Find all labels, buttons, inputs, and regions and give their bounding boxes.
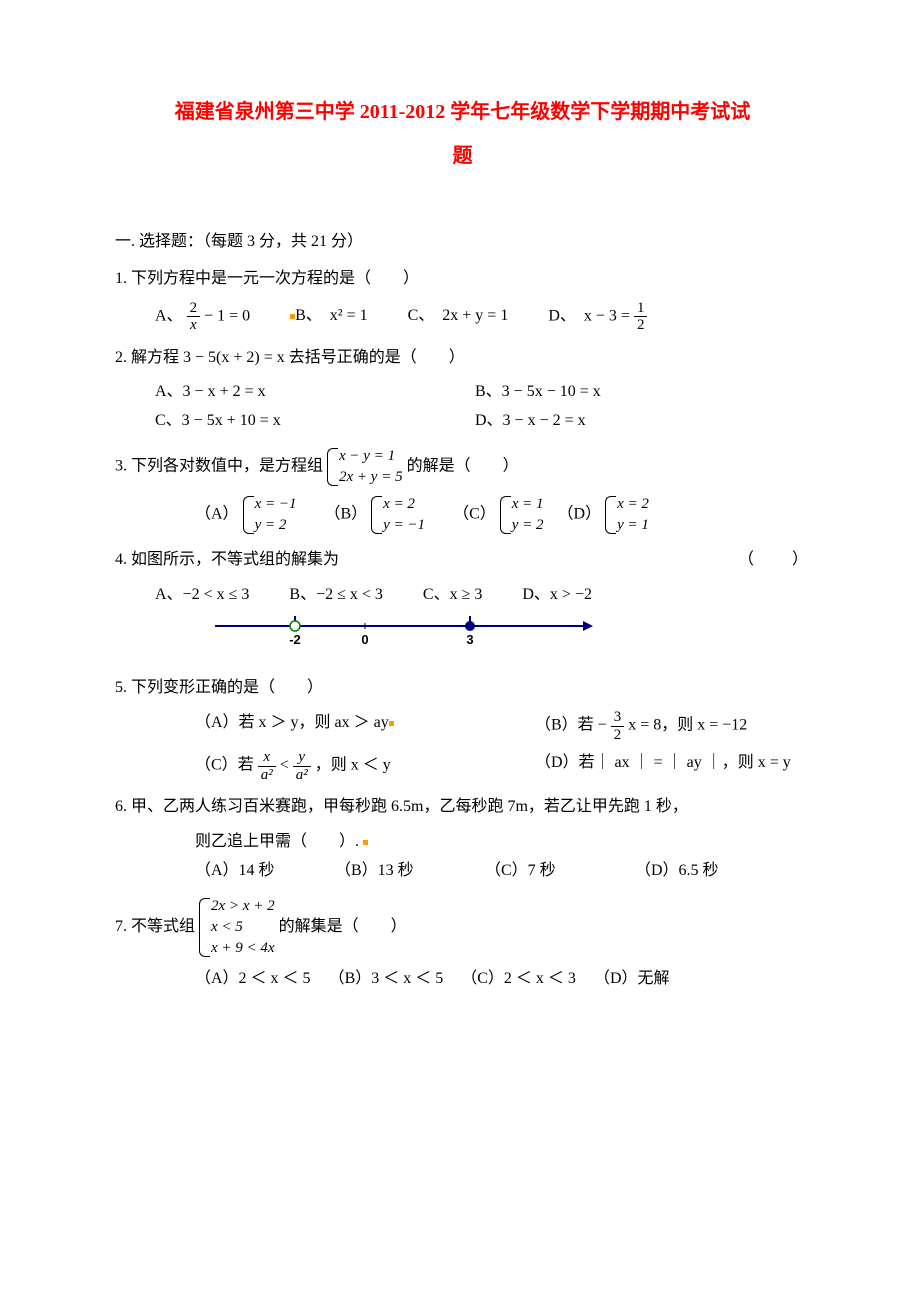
q2-options: A、3 − x + 2 = x B、3 − 5x − 10 = x C、3 − … bbox=[115, 378, 810, 436]
marker-icon bbox=[363, 840, 368, 845]
q2-opt-b: B、3 − 5x − 10 = x bbox=[475, 378, 601, 407]
q7-opt-b: （B）3 ＜ x ＜ 5 bbox=[329, 965, 444, 994]
q6-opt-c: （C）7 秒 bbox=[485, 857, 635, 886]
question-2: 2. 解方程 3 − 5(x + 2) = x 去括号正确的是（ ） A、3 −… bbox=[115, 344, 810, 436]
section-1-header: 一. 选择题：（每题 3 分，共 21 分） bbox=[115, 228, 810, 257]
title-line-2: 题 bbox=[115, 134, 810, 178]
fraction: x a² bbox=[258, 749, 276, 783]
q4-options: A、−2 < x ≤ 3 B、−2 ≤ x < 3 C、x ≥ 3 D、x > … bbox=[115, 581, 810, 610]
q1-options: A、 2 x − 1 = 0 B、 x² = 1 C、 2x + y = 1 D… bbox=[115, 300, 810, 334]
q1-text: 1. 下列方程中是一元一次方程的是（ ） bbox=[115, 265, 810, 294]
equation-system: x − y = 1 2x + y = 5 bbox=[327, 446, 403, 488]
q2-opt-c: C、3 − 5x + 10 = x bbox=[155, 407, 475, 436]
exam-title: 福建省泉州第三中学 2011-2012 学年七年级数学下学期期中考试试 题 bbox=[115, 90, 810, 178]
marker-icon bbox=[389, 721, 394, 726]
q4-opt-d: D、x > −2 bbox=[522, 581, 592, 610]
svg-text:0: 0 bbox=[361, 632, 368, 647]
q7-opt-d: （D）无解 bbox=[594, 965, 670, 994]
q1-opt-d: D、 x − 3 = 1 2 bbox=[548, 300, 647, 334]
number-line-svg: -2 0 3 bbox=[215, 614, 595, 654]
q4-text-row: 4. 如图所示，不等式组的解集为 （ ） bbox=[115, 546, 810, 575]
q5-opt-c: （C）若 x a² < y a² ，则 x ＜ y bbox=[195, 749, 535, 783]
fraction: 3 2 bbox=[611, 709, 625, 743]
q7-options: （A）2 ＜ x ＜ 5 （B）3 ＜ x ＜ 5 （C）2 ＜ x ＜ 3 （… bbox=[115, 965, 810, 994]
title-line-1: 福建省泉州第三中学 2011-2012 学年七年级数学下学期期中考试试 bbox=[115, 90, 810, 134]
q5-options: （A）若 x ＞ y，则 ax ＞ ay （B）若 − 3 2 x = 8，则 … bbox=[115, 709, 810, 783]
q3-options: （A） x = −1 y = 2 （B） x = 2 y = −1 （C） x … bbox=[115, 494, 810, 536]
q2-text: 2. 解方程 3 − 5(x + 2) = x 去括号正确的是（ ） bbox=[115, 344, 810, 373]
q3-opt-d: （D） x = 2 y = 1 bbox=[558, 494, 649, 536]
q1-opt-c: C、 2x + y = 1 bbox=[408, 302, 509, 331]
q2-opt-d: D、3 − x − 2 = x bbox=[475, 407, 586, 436]
q5-opt-a: （A）若 x ＞ y，则 ax ＞ ay bbox=[195, 709, 535, 743]
question-3: 3. 下列各对数值中，是方程组 x − y = 1 2x + y = 5 的解是… bbox=[115, 446, 810, 536]
inequality-system: 2x > x + 2 x < 5 x + 9 < 4x bbox=[199, 896, 275, 959]
fraction: 1 2 bbox=[634, 300, 648, 334]
number-line-diagram: -2 0 3 bbox=[115, 614, 810, 665]
fraction: y a² bbox=[293, 749, 311, 783]
svg-text:-2: -2 bbox=[289, 632, 301, 647]
q3-text: 3. 下列各对数值中，是方程组 x − y = 1 2x + y = 5 的解是… bbox=[115, 446, 810, 488]
q4-opt-b: B、−2 ≤ x < 3 bbox=[289, 581, 383, 610]
q3-opt-b: （B） x = 2 y = −1 bbox=[324, 494, 425, 536]
q6-opt-b: （B）13 秒 bbox=[335, 857, 485, 886]
q4-paren: （ ） bbox=[738, 546, 810, 575]
question-6: 6. 甲、乙两人练习百米赛跑，甲每秒跑 6.5m，乙每秒跑 7m，若乙让甲先跑 … bbox=[115, 793, 810, 885]
question-4: 4. 如图所示，不等式组的解集为 （ ） A、−2 < x ≤ 3 B、−2 ≤… bbox=[115, 546, 810, 664]
q3-opt-c: （C） x = 1 y = 2 bbox=[453, 494, 543, 536]
q6-opt-a: （A）14 秒 bbox=[195, 857, 335, 886]
q6-text: 6. 甲、乙两人练习百米赛跑，甲每秒跑 6.5m，乙每秒跑 7m，若乙让甲先跑 … bbox=[115, 793, 810, 822]
q5-text: 5. 下列变形正确的是（ ） bbox=[115, 674, 810, 703]
q6-options: （A）14 秒 （B）13 秒 （C）7 秒 （D）6.5 秒 bbox=[115, 857, 810, 886]
q7-opt-a: （A）2 ＜ x ＜ 5 bbox=[195, 965, 311, 994]
q3-opt-a: （A） x = −1 y = 2 bbox=[195, 494, 296, 536]
q7-opt-c: （C）2 ＜ x ＜ 3 bbox=[461, 965, 576, 994]
q5-opt-d: （D）若｜ ax ｜ = ｜ ay ｜，则 x = y bbox=[535, 749, 791, 783]
q6-text2: 则乙追上甲需（ ）. bbox=[115, 828, 810, 857]
q4-opt-a: A、−2 < x ≤ 3 bbox=[155, 581, 249, 610]
q2-opt-a: A、3 − x + 2 = x bbox=[155, 378, 475, 407]
question-5: 5. 下列变形正确的是（ ） （A）若 x ＞ y，则 ax ＞ ay （B）若… bbox=[115, 674, 810, 783]
q4-text: 4. 如图所示，不等式组的解集为 bbox=[115, 546, 339, 575]
question-7: 7. 不等式组 2x > x + 2 x < 5 x + 9 < 4x 的解集是… bbox=[115, 896, 810, 994]
question-1: 1. 下列方程中是一元一次方程的是（ ） A、 2 x − 1 = 0 B、 x… bbox=[115, 265, 810, 334]
q1-opt-a: A、 2 x − 1 = 0 bbox=[155, 300, 250, 334]
q5-opt-b: （B）若 − 3 2 x = 8，则 x = −12 bbox=[535, 709, 747, 743]
q6-opt-d: （D）6.5 秒 bbox=[635, 857, 719, 886]
svg-text:3: 3 bbox=[466, 632, 473, 647]
q4-opt-c: C、x ≥ 3 bbox=[423, 581, 482, 610]
q7-text: 7. 不等式组 2x > x + 2 x < 5 x + 9 < 4x 的解集是… bbox=[115, 896, 810, 959]
fraction: 2 x bbox=[187, 300, 201, 334]
q1-opt-b: B、 x² = 1 bbox=[290, 302, 368, 331]
